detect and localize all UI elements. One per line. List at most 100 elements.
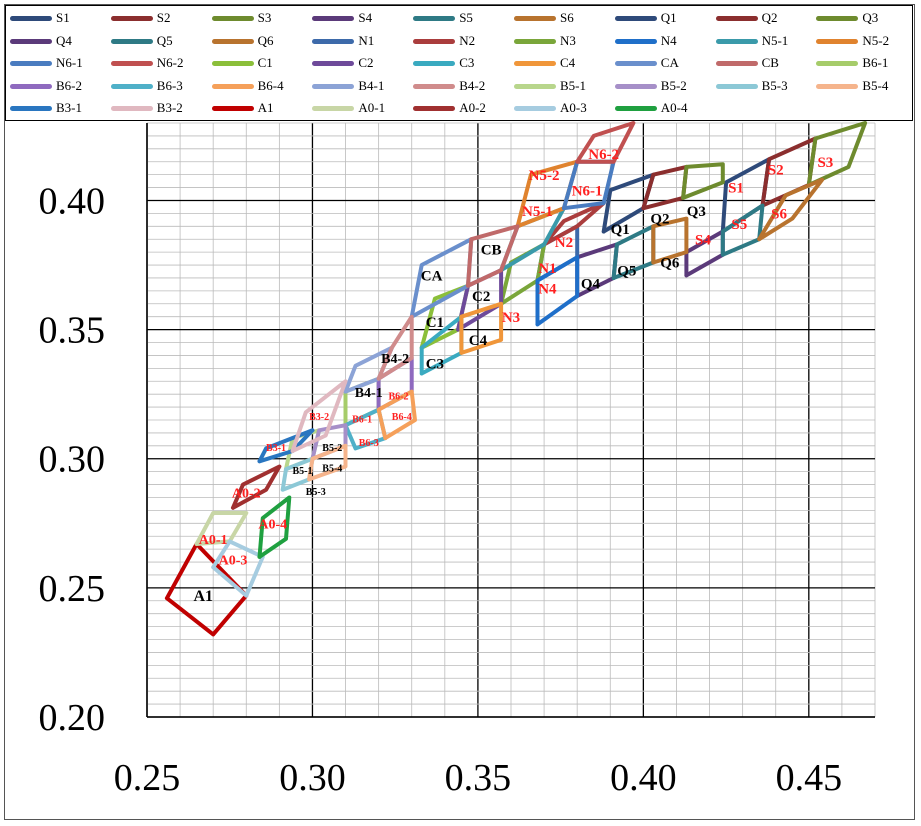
legend-swatch [312, 106, 355, 111]
legend-label: Q3 [862, 10, 879, 25]
series-line-q3 [681, 162, 725, 200]
data-label: N5-2 [529, 168, 560, 184]
legend-label: N6-1 [56, 55, 83, 70]
legend-swatch [614, 83, 657, 89]
series-line-b4-2 [376, 314, 414, 381]
legend-label: C1 [257, 55, 273, 70]
legend-swatch [110, 106, 153, 111]
legend-label: S5 [459, 10, 473, 25]
legend-label: CB [761, 55, 779, 70]
data-label: N5-1 [522, 204, 553, 220]
legend-swatch [110, 83, 153, 89]
legend-label: B5-4 [862, 77, 889, 93]
x-tick-label: 0.45 [776, 757, 843, 799]
data-label: B6-1 [352, 415, 372, 426]
legend-label: C2 [358, 55, 374, 70]
legend-swatch [211, 83, 254, 89]
data-label: C1 [426, 315, 444, 331]
legend-label: S1 [56, 10, 70, 25]
data-label: B3-2 [309, 412, 329, 423]
legend-label: N1 [358, 32, 375, 48]
data-label: S6 [771, 207, 787, 223]
legend-label: Q2 [761, 10, 778, 25]
data-label: A0-2 [232, 486, 261, 501]
legend-label: B3-1 [56, 100, 82, 115]
legend-label: S4 [358, 10, 373, 25]
legend-swatch [514, 16, 556, 21]
legend-swatch [211, 16, 254, 21]
data-label: N1 [538, 261, 556, 277]
legend-label: A0-4 [660, 100, 688, 115]
legend-swatch [211, 61, 254, 66]
legend-label: B5-2 [660, 77, 687, 93]
legend-swatch [10, 83, 52, 89]
legend-swatch [514, 106, 556, 111]
data-label: CB [481, 243, 502, 259]
data-label: N2 [555, 235, 573, 251]
legend-swatch [413, 83, 456, 89]
series-line-b5-4 [307, 443, 348, 482]
legend-label: S3 [257, 10, 272, 25]
series-line-n2 [542, 201, 606, 247]
data-label: N4 [538, 281, 557, 297]
legend-label: C4 [560, 55, 576, 70]
legend: S1 S2 S3 S4 S5 S6 Q1 Q2 Q3 Q4 Q5 Q6 N1 N2 N3 N4 N5-1 N5-2… [5, 5, 913, 121]
data-label: A1 [193, 588, 213, 605]
data-label: B6-3 [359, 438, 379, 449]
legend-swatch [514, 83, 556, 89]
data-label: B6-2 [388, 391, 408, 402]
legend-label: B4-1 [358, 77, 385, 93]
x-tick-label: 0.25 [114, 757, 181, 799]
legend-swatch [715, 38, 758, 44]
legend-label: B3-2 [156, 100, 183, 115]
series-line-q6 [651, 216, 689, 265]
legend-label: A0-3 [560, 100, 587, 115]
legend-swatch [312, 16, 355, 21]
data-label: N6-1 [572, 183, 603, 199]
data-label: B5-2 [322, 443, 342, 454]
legend-label: N5-1 [761, 32, 789, 48]
legend-label: N3 [560, 32, 576, 48]
data-label: B4-2 [381, 352, 409, 367]
data-label: B4-1 [355, 386, 383, 401]
legend-swatch [614, 61, 657, 66]
legend-swatch [816, 83, 859, 89]
legend-swatch [211, 38, 254, 44]
series-line-b6-4 [376, 389, 417, 441]
chart-frame [4, 4, 915, 820]
data-label: C4 [469, 333, 488, 349]
legend-label: B5-3 [761, 77, 788, 93]
series-line-a0-1 [194, 511, 249, 546]
data-label: Q5 [617, 263, 636, 279]
data-label: S2 [768, 163, 784, 179]
series-line-s5 [720, 203, 765, 257]
data-label: A0-1 [199, 533, 228, 548]
legend-label: A1 [257, 100, 274, 115]
legend-swatch [110, 16, 153, 21]
data-label: S4 [695, 232, 711, 248]
series-line-cb [466, 224, 520, 288]
data-label: S1 [728, 181, 744, 197]
legend-swatch [514, 61, 556, 66]
legend-label: C3 [459, 55, 475, 70]
legend-swatch [413, 61, 456, 66]
legend-label: N4 [660, 32, 677, 48]
data-label: A0-3 [219, 554, 248, 569]
data-label: B6-4 [392, 412, 412, 423]
data-label: C2 [472, 289, 490, 305]
legend-swatch [816, 61, 859, 66]
data-label: B5-4 [322, 464, 342, 475]
y-tick-label: 0.20 [39, 697, 106, 739]
legend-swatch [110, 61, 153, 66]
legend-swatch [211, 106, 254, 111]
data-label: S3 [817, 155, 833, 171]
legend-swatch [816, 38, 859, 44]
legend-label: Q5 [156, 32, 173, 48]
legend-label: S6 [560, 10, 574, 25]
data-label: Q1 [611, 222, 630, 238]
legend-swatch [514, 38, 556, 44]
y-tick-label: 0.25 [39, 568, 106, 610]
legend-label: Q4 [56, 32, 72, 48]
x-tick-label: 0.40 [610, 757, 677, 799]
legend-swatch [312, 38, 355, 44]
